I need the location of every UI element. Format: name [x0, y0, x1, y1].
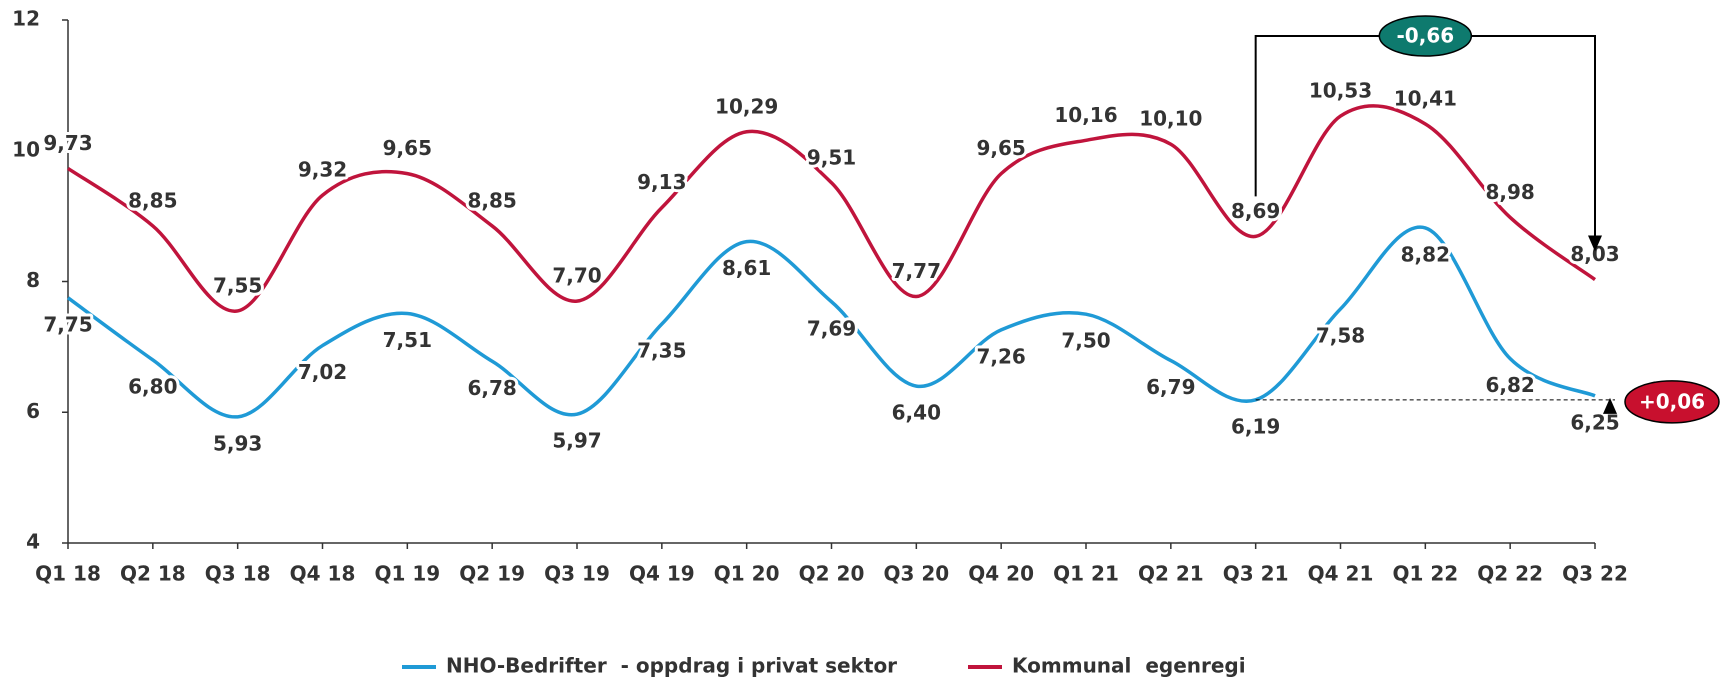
value-label: 10,29 — [715, 94, 778, 118]
value-label: 9,32 — [298, 158, 347, 182]
value-label: 7,51 — [383, 328, 432, 352]
series-line — [67, 104, 1597, 313]
value-label: 5,97 — [552, 429, 601, 453]
value-label: 7,70 — [552, 264, 601, 288]
value-label: 7,69 — [807, 316, 856, 340]
y-tick-label: 4 — [26, 530, 40, 554]
legend-label: Kommunal egenregi — [1012, 654, 1246, 678]
y-tick-label: 6 — [26, 399, 40, 423]
x-tick-label: Q3 19 — [544, 562, 610, 586]
y-tick-label: 8 — [26, 268, 40, 292]
value-label: 8,98 — [1485, 180, 1534, 204]
y-tick-label: 10 — [12, 137, 40, 161]
value-label: 9,65 — [383, 136, 432, 160]
value-label: 8,85 — [467, 188, 516, 212]
value-label: 9,51 — [807, 145, 856, 169]
value-label: 6,79 — [1146, 375, 1195, 399]
value-label: 10,53 — [1309, 79, 1372, 103]
value-label: 8,82 — [1401, 242, 1450, 266]
x-tick-label: Q1 19 — [374, 562, 440, 586]
x-tick-label: Q1 21 — [1053, 562, 1119, 586]
value-label: 9,65 — [976, 136, 1025, 160]
x-tick-label: Q2 20 — [799, 562, 865, 586]
value-label: 6,40 — [892, 401, 941, 425]
value-label: 10,10 — [1139, 107, 1202, 131]
bracket — [1254, 35, 1596, 244]
arrow-head — [1588, 235, 1602, 252]
value-label: 7,58 — [1316, 323, 1365, 347]
value-label: 5,93 — [213, 431, 262, 455]
value-label: 10,41 — [1394, 86, 1457, 110]
value-label: 7,35 — [637, 338, 686, 362]
annotation-badge — [1378, 15, 1473, 57]
x-tick-label: Q3 18 — [205, 562, 271, 586]
x-tick-label: Q2 19 — [459, 562, 525, 586]
x-tick-label: Q1 18 — [35, 562, 101, 586]
x-tick-label: Q4 18 — [290, 562, 356, 586]
value-label: 10,16 — [1054, 103, 1117, 127]
value-label: 7,75 — [43, 312, 92, 336]
value-label: 6,19 — [1231, 414, 1280, 438]
x-tick-label: Q4 19 — [629, 562, 695, 586]
x-tick-label: Q3 21 — [1223, 562, 1289, 586]
arrow-head — [1603, 397, 1617, 414]
value-label: 9,73 — [43, 131, 92, 155]
legend-label: NHO-Bedrifter - oppdrag i privat sektor — [446, 654, 897, 678]
value-label: 6,78 — [467, 376, 516, 400]
series-line — [66, 225, 1596, 419]
value-label: 7,77 — [892, 259, 941, 283]
x-tick-label: Q1 22 — [1392, 562, 1458, 586]
x-tick-label: Q4 20 — [968, 562, 1034, 586]
value-label: 6,82 — [1485, 373, 1534, 397]
value-label: 7,26 — [976, 344, 1025, 368]
x-tick-label: Q3 22 — [1562, 562, 1628, 586]
value-label: 6,25 — [1570, 410, 1619, 434]
annotation: +0,06 — [1639, 389, 1705, 413]
annotation: -0,66 — [1397, 24, 1455, 48]
value-label: 8,03 — [1570, 242, 1619, 266]
value-label: 7,50 — [1061, 329, 1110, 353]
value-label: 6,80 — [128, 374, 177, 398]
x-tick-label: Q3 20 — [883, 562, 949, 586]
x-tick-label: Q4 21 — [1308, 562, 1374, 586]
value-label: 8,69 — [1231, 199, 1280, 223]
x-tick-label: Q2 21 — [1138, 562, 1204, 586]
y-tick-label: 12 — [12, 7, 40, 31]
annotation-badge — [1624, 380, 1720, 424]
value-label: 7,02 — [298, 360, 347, 384]
value-label: 9,13 — [637, 170, 686, 194]
x-tick-label: Q1 20 — [714, 562, 780, 586]
x-tick-label: Q2 22 — [1477, 562, 1543, 586]
value-label: 8,85 — [128, 188, 177, 212]
value-label: 7,55 — [213, 273, 262, 297]
x-tick-label: Q2 18 — [120, 562, 186, 586]
value-label: 8,61 — [722, 256, 771, 280]
